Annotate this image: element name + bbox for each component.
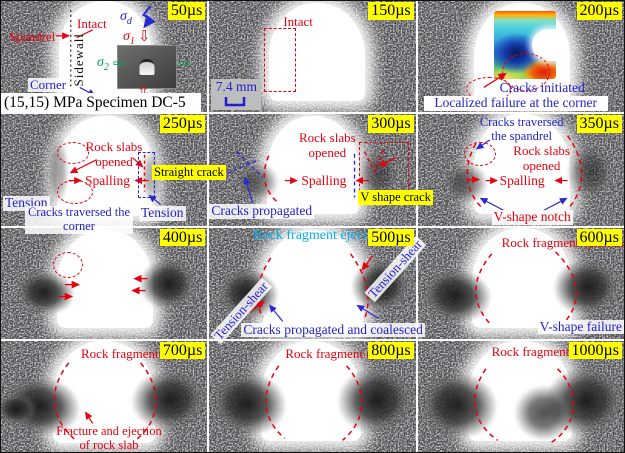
label-fracture-ejection-slab: Fracture and ejection of rock slab	[56, 423, 162, 452]
label-straight-crack: Straight crack	[152, 165, 226, 181]
fracture-zone-left	[443, 162, 488, 205]
sigma-2-label: σ2	[97, 56, 109, 73]
label-cracks-initiated: Cracks initiated	[499, 80, 585, 95]
cavity-shape	[473, 114, 570, 215]
label-cracks-traversed-spandrel: Cracks traversed the spandrel	[479, 115, 564, 143]
timestamp-badge: 400µs	[159, 228, 206, 247]
label-sidewall: Sidewall	[71, 33, 86, 87]
fracture-zone-left	[237, 162, 280, 203]
cavity-shape	[267, 116, 360, 215]
panel-800us: 800µs Rock fragment ejection	[209, 340, 416, 452]
panel-500us: 500µs Rock fragment ejection Tension-she…	[209, 227, 427, 344]
label-v-shape-crack: V shape crack	[358, 190, 433, 206]
panel-350us: 350µs Cracks traversed the spandrel Rock…	[417, 114, 624, 226]
label-cracks-traversed-corner: Cracks traversed the corner	[25, 205, 133, 234]
timestamp-badge: 150µs	[368, 2, 414, 20]
debris-zone	[513, 384, 574, 441]
scale-bar-label: 7.4 mm	[215, 79, 257, 95]
label-corner: Corner	[28, 77, 69, 93]
label-v-shape-failure: V-shape failure	[537, 318, 624, 335]
label-localized-failure: Localized failure at the corner	[423, 95, 608, 111]
intact-region-box	[264, 28, 297, 92]
label-spalling: Spalling	[499, 173, 545, 189]
timestamp-badge: 350µs	[576, 115, 622, 133]
panel-600us: 600µs Rock fragment ejection V-shape fai…	[417, 227, 624, 339]
panel-150us: 150µs Intact 7.4 mm	[209, 1, 416, 113]
label-spalling: Spalling	[301, 173, 347, 189]
specimen-inset-photo	[117, 45, 177, 89]
timestamp-badge: 800µs	[368, 341, 414, 360]
label-rock-slabs-opened: Rock slabs opened	[85, 139, 143, 169]
label-intact: Intact	[77, 16, 107, 31]
panel-1000us: 1000µs Rock fragment ejection	[417, 340, 624, 452]
panel-250us: 250µs Rock slabs opened Spalling Straigh…	[1, 114, 226, 234]
label-spalling: Spalling	[85, 173, 131, 189]
label-rock-slabs-opened: Rock slabs opened	[513, 143, 570, 173]
label-v-shape-notch: V-shape notch	[491, 209, 573, 226]
sigma-1-subscript: 1	[129, 35, 135, 47]
timestamp-badge: 300µs	[368, 115, 414, 133]
right-stress-arrow-icon: ⇨	[113, 54, 126, 72]
scale-bar-bracket-icon	[225, 97, 246, 107]
timestamp-badge: 1000µs	[568, 341, 622, 360]
panel-400us: 400µs	[1, 227, 208, 339]
label-spandrel: Spandrel	[9, 29, 56, 44]
fracture-zone-right	[141, 149, 161, 205]
timestamp-badge: 200µs	[576, 2, 622, 20]
cavity-shape	[263, 229, 364, 330]
label-cracks-propagated: Cracks propagated	[209, 203, 315, 220]
panel-50us: 50µs Spandrel Intact Sidewall Corner σd …	[1, 1, 208, 113]
label-intact: Intact	[283, 14, 313, 29]
timestamp-badge: 700µs	[159, 341, 206, 360]
label-rock-slabs-opened: Rock slabs opened	[298, 130, 356, 160]
inset-cavity-shape	[139, 59, 155, 75]
down-stress-arrow-icon: ⇩	[138, 27, 151, 45]
label-rock-fragment-ejection: Rock fragment ejection	[253, 227, 385, 243]
label-cracks-coalesced: Cracks propagated and coalesced	[241, 321, 425, 338]
sigma-d-label: σd	[120, 10, 132, 27]
spandrel-crack-ellipse	[463, 142, 496, 167]
spandrel-crack-ellipse	[53, 251, 83, 278]
panel-300us: 300µs Rock slabs opened Spalling V shape…	[209, 114, 433, 226]
sigma-symbol: σ	[120, 9, 127, 24]
panel-200us: 200µs Cracks initiated Localized failure…	[417, 1, 624, 113]
sigma-d-subscript: d	[126, 15, 132, 27]
sigma-symbol: σ	[123, 29, 130, 44]
sigma-2-subscript: 2	[103, 61, 109, 73]
timestamp-badge: 50µs	[167, 2, 206, 20]
panel-700us: 700µs Rock fragment ejection Fracture an…	[1, 340, 208, 452]
scale-bar: 7.4 mm	[211, 79, 262, 111]
timestamp-badge: 600µs	[576, 228, 622, 247]
specimen-caption: (15,15) MPa Specimen DC-5	[1, 93, 201, 113]
left-stress-arrow-icon: ⇦	[178, 54, 191, 72]
sigma-1-label: σ1	[123, 30, 135, 47]
specimen-photo	[417, 114, 624, 226]
timestamp-badge: 500µs	[368, 228, 414, 247]
fracture-arm-left	[1, 392, 37, 425]
crack-initiation-ellipse	[501, 53, 550, 91]
sigma-symbol: σ	[97, 55, 104, 70]
timestamp-badge: 250µs	[159, 115, 206, 133]
cavity-shape	[269, 3, 366, 101]
label-tension-right: Tension	[139, 205, 186, 222]
